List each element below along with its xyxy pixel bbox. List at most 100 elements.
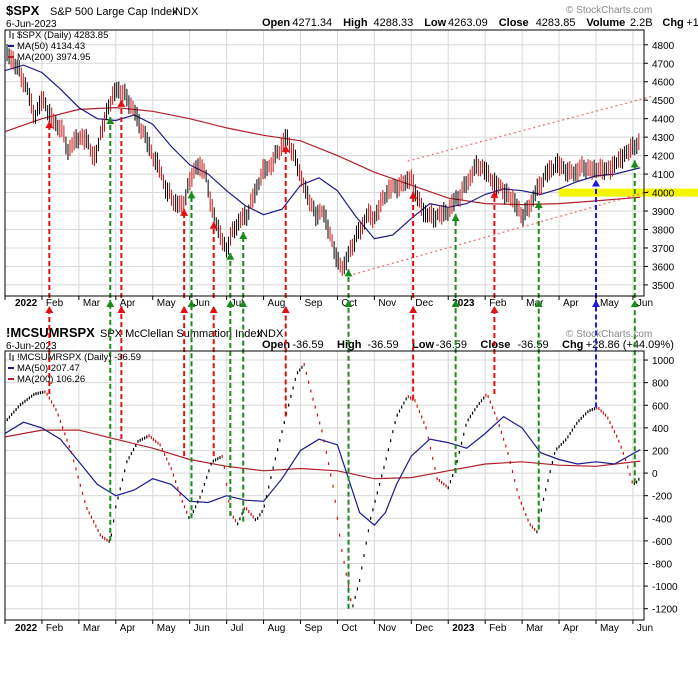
y-tick-label: 4500 bbox=[652, 96, 675, 107]
bottom-date: 6-Jun-2023 bbox=[6, 341, 57, 352]
x-tick-label: Mar bbox=[83, 298, 101, 309]
green-link-arrow-head bbox=[451, 300, 460, 307]
blue-link-arrow-head bbox=[591, 300, 600, 307]
ohlc-label: High bbox=[337, 339, 362, 351]
y-tick-label: 4400 bbox=[652, 115, 675, 126]
x-tick-label: 2022 bbox=[15, 298, 38, 309]
ohlc-value: 2.2B bbox=[630, 17, 653, 29]
y-tick-label: 3700 bbox=[652, 244, 675, 255]
x-tick-label: Sep bbox=[304, 623, 322, 634]
green-up-arrow-head bbox=[187, 191, 196, 199]
green-up-arrow-head bbox=[630, 160, 639, 168]
ohlc-value: +10.06 (+0.24%) bbox=[686, 17, 698, 29]
x-tick-label: Jun bbox=[637, 298, 653, 309]
red-link-arrow-head bbox=[209, 306, 218, 313]
x-tick-label: May bbox=[157, 623, 176, 634]
ohlc-value: -36.59 bbox=[517, 339, 548, 351]
red-link-arrow-head bbox=[45, 306, 54, 313]
legend-entry: $SPX (Daily) 4283.85 bbox=[17, 30, 108, 41]
x-tick-label: Dec bbox=[415, 623, 433, 634]
red-link-arrow-head bbox=[180, 306, 189, 313]
green-link-arrow-head bbox=[344, 300, 353, 307]
y-tick-label: -1200 bbox=[652, 605, 678, 616]
x-tick-label: Sep bbox=[304, 298, 322, 309]
x-tick-label: Apr bbox=[563, 623, 579, 634]
watermark: © StockCharts.com bbox=[566, 5, 652, 16]
x-tick-label: Jun bbox=[637, 623, 653, 634]
x-tick-label: Dec bbox=[415, 298, 433, 309]
y-tick-label: 4700 bbox=[652, 59, 675, 70]
x-tick-label: May bbox=[600, 623, 619, 634]
red-link-arrow-head bbox=[409, 306, 418, 313]
x-tick-label: Feb bbox=[46, 298, 64, 309]
legend-entry: MA(200) 106.26 bbox=[17, 374, 85, 385]
x-tick-label: Jul bbox=[231, 623, 244, 634]
red-up-arrow-head bbox=[180, 208, 189, 216]
ohlc-label: Chg bbox=[662, 17, 683, 29]
red-link-arrow-head bbox=[117, 306, 126, 313]
green-up-arrow-head bbox=[344, 269, 353, 277]
red-up-arrow-head bbox=[409, 191, 418, 199]
red-up-arrow-head bbox=[209, 221, 218, 229]
red-link-arrow-head bbox=[281, 306, 290, 313]
x-tick-label: May bbox=[157, 298, 176, 309]
channel-upper-line bbox=[407, 95, 652, 162]
ma200-line bbox=[5, 106, 641, 206]
x-tick-label: Apr bbox=[563, 298, 579, 309]
green-link-arrow-head bbox=[534, 300, 543, 307]
ohlc-label: High bbox=[343, 17, 368, 29]
green-link-arrow-head bbox=[187, 300, 196, 307]
ma200-line bbox=[5, 429, 641, 480]
ohlc-value: -36.59 bbox=[292, 339, 323, 351]
bottom-ohlc-readout: Open-36.59High-36.59Low-36.59Close-36.59… bbox=[262, 339, 674, 351]
red-up-arrow-head bbox=[490, 190, 499, 198]
x-tick-label: Mar bbox=[83, 623, 101, 634]
y-tick-label: -200 bbox=[652, 492, 672, 503]
x-tick-label: Feb bbox=[46, 623, 64, 634]
top-ohlc-readout: Open 4271.34 High 4288.33 Low 4263.09 Close 428… bbox=[262, 17, 698, 29]
green-up-arrow-head bbox=[534, 201, 543, 209]
ohlc-value: 4263.09 bbox=[448, 17, 488, 29]
ohlc-value: -36.59 bbox=[436, 339, 467, 351]
x-tick-label: Apr bbox=[120, 298, 136, 309]
green-up-arrow-head bbox=[239, 231, 248, 239]
red-up-arrow-head bbox=[281, 145, 290, 153]
y-tick-label: 3500 bbox=[652, 281, 675, 292]
y-tick-label: 3900 bbox=[652, 207, 675, 218]
summation-index-panel: -1200 -1000 -800 -600 -400 -200 0 200 400 600 800 1… bbox=[4, 300, 678, 634]
top-exchange: INDX bbox=[172, 6, 199, 18]
x-tick-label: 2023 bbox=[452, 298, 475, 309]
bottom-index-name: SPX McClellan Summation Index bbox=[100, 328, 263, 340]
green-link-arrow-head bbox=[226, 300, 235, 307]
y-tick-label: 4000 bbox=[652, 189, 675, 200]
x-tick-label: Aug bbox=[268, 298, 286, 309]
x-tick-label: Nov bbox=[378, 623, 396, 634]
y-tick-label: 3600 bbox=[652, 262, 675, 273]
ohlc-label: Volume bbox=[586, 17, 625, 29]
x-tick-label: 2022 bbox=[15, 623, 38, 634]
legend-entry: !MCSUMRSPX (Daily) -36.59 bbox=[17, 352, 141, 363]
y-tick-label: 200 bbox=[652, 446, 669, 457]
green-up-arrow-head bbox=[451, 213, 460, 221]
y-tick-label: 3800 bbox=[652, 226, 675, 237]
y-tick-label: -1000 bbox=[652, 582, 678, 593]
legend-entry: MA(200) 3974.95 bbox=[17, 52, 90, 63]
x-tick-label: Jun bbox=[194, 623, 210, 634]
bottom-symbol: !MCSUMRSPX bbox=[6, 325, 95, 340]
y-tick-label: 4600 bbox=[652, 78, 675, 89]
y-tick-label: 600 bbox=[652, 401, 669, 412]
plot-frame bbox=[4, 350, 645, 621]
ohlc-label: Open bbox=[262, 339, 290, 351]
spx-price-panel: 3500 3600 3700 3800 3900 4000 4100 4200 4300 4400… bbox=[4, 5, 698, 309]
y-tick-label: -600 bbox=[652, 537, 672, 548]
x-tick-label: Nov bbox=[378, 298, 396, 309]
ohlc-value: 4288.33 bbox=[374, 17, 414, 29]
watermark: © StockCharts.com bbox=[566, 329, 652, 340]
green-up-arrow-head bbox=[106, 116, 115, 124]
ohlc-value: +28.86 (+44.09%) bbox=[586, 339, 674, 351]
x-tick-label: Apr bbox=[120, 623, 136, 634]
ohlc-value: 4271.34 bbox=[292, 17, 332, 29]
top-symbol: $SPX bbox=[6, 3, 40, 18]
ohlc-label: Chg bbox=[562, 339, 583, 351]
